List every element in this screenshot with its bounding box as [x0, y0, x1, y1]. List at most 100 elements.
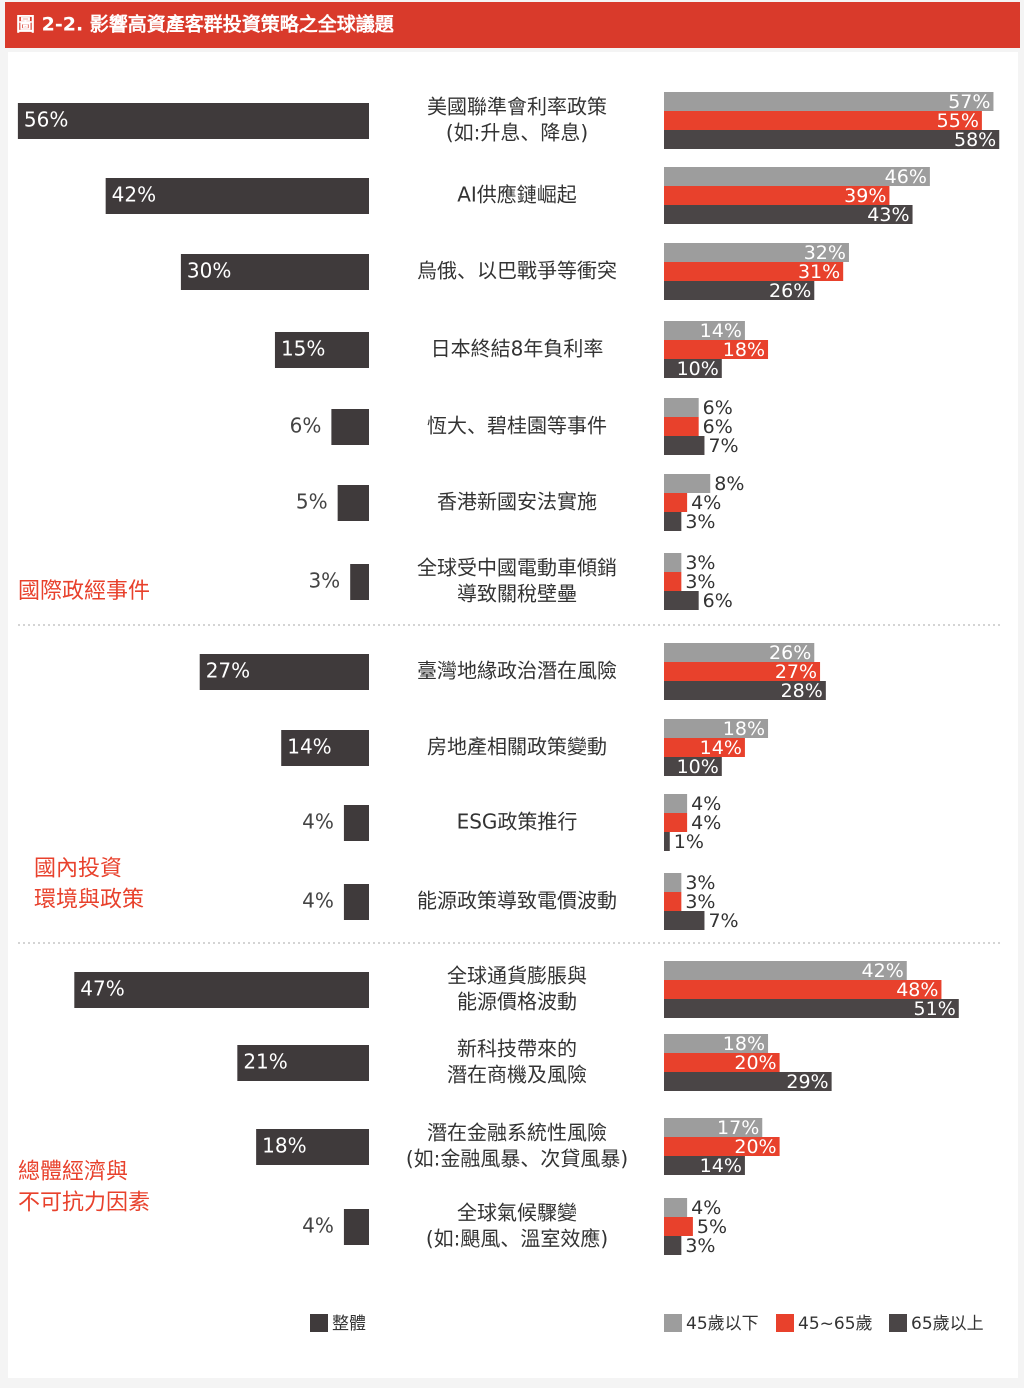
- value-label: 18%: [723, 339, 765, 361]
- age-bar: [664, 832, 670, 851]
- value-label: 48%: [896, 979, 938, 1001]
- age-bar: [664, 961, 907, 980]
- value-label: 51%: [914, 998, 956, 1020]
- category-label: 潛在商機及風險: [447, 1063, 587, 1087]
- overall-bar: [343, 805, 369, 841]
- age-bar: [664, 873, 682, 892]
- value-label: 3%: [685, 1235, 715, 1257]
- category-label: 房地產相關政策變動: [427, 735, 607, 759]
- value-label: 46%: [885, 166, 927, 188]
- group-label: 國內投資: [34, 857, 122, 882]
- age-bar: [664, 512, 682, 531]
- value-label: 18%: [723, 1033, 765, 1055]
- value-label: 56%: [24, 108, 68, 132]
- overall-bar: [105, 178, 369, 214]
- age-bar: [664, 719, 769, 738]
- age-bar: [664, 321, 745, 340]
- category-label: AI供應鏈崛起: [457, 183, 577, 207]
- legend-swatch: [776, 1314, 794, 1332]
- value-label: 15%: [281, 337, 325, 361]
- age-bar: [664, 1072, 832, 1091]
- age-bar: [664, 591, 699, 610]
- legend-swatch: [310, 1314, 328, 1332]
- value-label: 26%: [769, 642, 811, 664]
- value-label: 4%: [302, 1214, 334, 1238]
- age-bar: [664, 1217, 693, 1236]
- value-label: 14%: [700, 737, 742, 759]
- age-bar: [664, 1156, 745, 1175]
- overall-bar: [281, 730, 369, 766]
- legend-label: 45歲以下: [686, 1314, 759, 1334]
- value-label: 39%: [844, 185, 886, 207]
- age-bar: [664, 1034, 769, 1053]
- value-label: 5%: [296, 490, 328, 514]
- category-label: 全球氣候驟變: [457, 1201, 577, 1225]
- age-bar: [664, 757, 722, 776]
- age-bar: [664, 681, 826, 700]
- age-bar: [664, 1198, 688, 1217]
- age-bar: [664, 493, 688, 512]
- age-bar: [664, 1137, 780, 1156]
- age-bar: [664, 738, 745, 757]
- age-bar: [664, 436, 705, 455]
- value-label: 17%: [717, 1117, 759, 1139]
- age-bar: [664, 359, 722, 378]
- value-label: 20%: [734, 1136, 776, 1158]
- value-label: 3%: [685, 552, 715, 574]
- value-label: 21%: [243, 1050, 287, 1074]
- value-label: 4%: [691, 793, 721, 815]
- age-bar: [664, 130, 1000, 149]
- value-label: 18%: [723, 718, 765, 740]
- value-label: 27%: [206, 659, 250, 683]
- age-bar: [664, 92, 994, 111]
- age-bar: [664, 572, 682, 591]
- category-label: 日本終結8年負利率: [431, 337, 604, 361]
- value-label: 4%: [691, 1197, 721, 1219]
- overall-bar: [180, 254, 369, 290]
- legend-label: 65歲以上: [911, 1314, 984, 1334]
- overall-bar: [256, 1129, 369, 1165]
- age-bar: [664, 205, 913, 224]
- category-label: 恆大、碧桂園等事件: [427, 414, 607, 438]
- category-label: 能源價格波動: [457, 990, 577, 1014]
- value-label: 8%: [714, 473, 744, 495]
- legend-label: 整體: [332, 1314, 366, 1334]
- value-label: 31%: [798, 261, 840, 283]
- value-label: 3%: [685, 571, 715, 593]
- overall-bar: [274, 332, 369, 368]
- age-bar: [664, 911, 705, 930]
- value-label: 42%: [862, 960, 904, 982]
- value-label: 27%: [775, 661, 817, 683]
- value-label: 57%: [948, 91, 990, 113]
- value-label: 1%: [674, 831, 704, 853]
- chart-title: 圖 2-2. 影響高資產客群投資策略之全球議題: [16, 13, 395, 36]
- overall-bar: [350, 564, 369, 600]
- legend-label: 45~65歲: [798, 1314, 873, 1334]
- overall-bar: [331, 409, 369, 445]
- age-bar: [664, 892, 682, 911]
- value-label: 18%: [262, 1134, 306, 1158]
- value-label: 10%: [677, 358, 719, 380]
- value-label: 3%: [308, 569, 340, 593]
- value-label: 7%: [708, 435, 738, 457]
- category-label: (如:颶風、溫室效應): [426, 1227, 608, 1251]
- value-label: 4%: [302, 810, 334, 834]
- category-label: 全球通貨膨脹與: [447, 964, 587, 988]
- value-label: 6%: [290, 414, 322, 438]
- group-label: 國際政經事件: [18, 579, 150, 604]
- legend-swatch: [889, 1314, 907, 1332]
- category-label: 潛在金融系統性風險: [427, 1121, 607, 1145]
- value-label: 32%: [804, 242, 846, 264]
- legend-swatch: [664, 1314, 682, 1332]
- category-label: (如:升息、降息): [446, 121, 588, 145]
- age-bar: [664, 1053, 780, 1072]
- overall-bar: [74, 972, 369, 1008]
- value-label: 14%: [700, 1155, 742, 1177]
- category-label: (如:金融風暴、次貸風暴): [406, 1147, 628, 1171]
- overall-bar: [199, 654, 369, 690]
- age-bar: [664, 813, 688, 832]
- age-bar: [664, 262, 844, 281]
- value-label: 10%: [677, 756, 719, 778]
- value-label: 30%: [187, 259, 231, 283]
